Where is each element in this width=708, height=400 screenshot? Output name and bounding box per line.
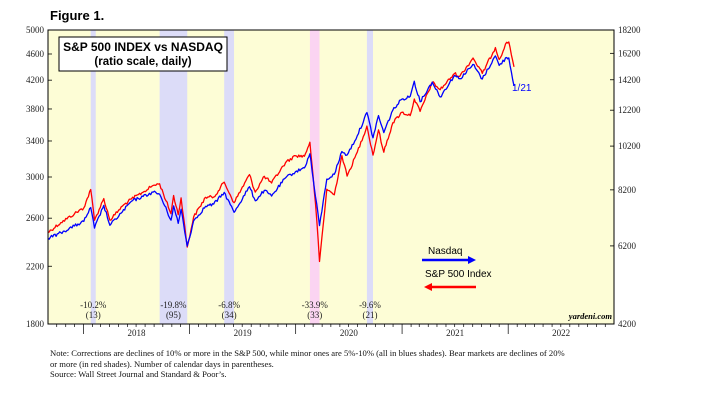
- chart-subtitle: (ratio scale, daily): [94, 56, 191, 68]
- x-tick-label-2018: 2018: [128, 328, 147, 338]
- left-tick-label-3: 3000: [26, 172, 45, 182]
- left-tick-label-7: 4600: [26, 49, 45, 59]
- right-tick-label-0: 4200: [618, 319, 637, 329]
- footnote-line-3: Source: Wall Street Journal and Standard…: [50, 369, 227, 379]
- footnote-line-2: or more (in red shades). Number of calen…: [50, 358, 274, 369]
- legend-nasdaq-arrowhead: [468, 256, 476, 264]
- right-tick-label-7: 18200: [618, 25, 641, 35]
- shaded-period-days-5: (21): [362, 310, 377, 320]
- shaded-period-3: [224, 30, 235, 324]
- shaded-period-days-4: (33): [307, 310, 322, 320]
- shaded-period-days-1: (13): [86, 310, 101, 320]
- shaded-period-label-3: -6.8%: [218, 300, 240, 310]
- legend-nasdaq-label: Nasdaq: [428, 246, 462, 257]
- right-tick-label-6: 16200: [618, 48, 641, 58]
- chart-title: S&P 500 INDEX vs NASDAQ: [63, 40, 223, 54]
- watermark: yardeni.com: [568, 311, 613, 321]
- shaded-period-label-4: -33.9%: [302, 300, 329, 310]
- shaded-period-days-2: (95): [166, 310, 181, 320]
- x-tick-label-2019: 2019: [234, 328, 253, 338]
- right-tick-label-5: 14200: [618, 75, 641, 85]
- shaded-period-1: [90, 30, 96, 324]
- shaded-period-label-2: -19.8%: [160, 300, 187, 310]
- left-tick-label-8: 5000: [26, 25, 45, 35]
- series-lines-layer: [47, 41, 515, 263]
- shaded-period-label-1: -10.2%: [80, 300, 107, 310]
- left-tick-label-4: 3400: [26, 136, 45, 146]
- figure-label: Figure 1.: [50, 8, 105, 23]
- shaded-period-4: [309, 30, 320, 324]
- x-tick-label-2022: 2022: [552, 328, 570, 338]
- x-tick-label-2021: 2021: [446, 328, 464, 338]
- left-tick-label-0: 1800: [26, 319, 45, 329]
- right-tick-label-4: 12200: [618, 105, 641, 115]
- legend: Nasdaq S&P 500 Index: [422, 246, 492, 291]
- end-date-label: 1/21: [512, 83, 532, 94]
- axis-ticks-layer: 1800 2200 2600 3000 3400 3800 4200 4600 5000 4200…: [26, 25, 641, 338]
- shaded-periods-layer: -10.2%(13) -19.8%(95) -6.8%(34) -33.9%(33) -…: [80, 30, 381, 324]
- chart: -10.2%(13) -19.8%(95) -6.8%(34) -33.9%(33) -…: [26, 25, 641, 338]
- series-line-nasdaq: [47, 55, 515, 247]
- footnote: Note: Corrections are declines of 10% or…: [50, 348, 670, 380]
- title-box: S&P 500 INDEX vs NASDAQ (ratio scale, da…: [58, 36, 228, 72]
- left-tick-label-1: 2200: [26, 261, 45, 271]
- left-tick-label-5: 3800: [26, 104, 45, 114]
- x-tick-label-2020: 2020: [340, 328, 359, 338]
- legend-sp500-arrowhead: [424, 283, 432, 291]
- right-tick-label-3: 10200: [618, 141, 641, 151]
- right-tick-label-1: 6200: [618, 241, 637, 251]
- right-tick-label-2: 8200: [618, 185, 637, 195]
- shaded-period-label-5: -9.6%: [359, 300, 381, 310]
- legend-sp500-label: S&P 500 Index: [425, 269, 492, 280]
- shaded-period-5: [366, 30, 374, 324]
- series-line-sp500: [47, 41, 515, 263]
- shaded-period-days-3: (34): [222, 310, 237, 320]
- footnote-line-1: Note: Corrections are declines of 10% or…: [50, 348, 565, 358]
- shaded-period-2: [159, 30, 188, 324]
- left-tick-label-2: 2600: [26, 213, 45, 223]
- left-tick-label-6: 4200: [26, 75, 45, 85]
